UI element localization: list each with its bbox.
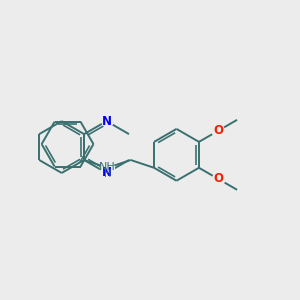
Text: N: N xyxy=(101,167,112,179)
Text: H: H xyxy=(104,169,112,179)
Text: O: O xyxy=(213,124,223,137)
Text: NH: NH xyxy=(99,162,116,172)
Text: O: O xyxy=(213,172,223,185)
Text: N: N xyxy=(101,115,112,128)
